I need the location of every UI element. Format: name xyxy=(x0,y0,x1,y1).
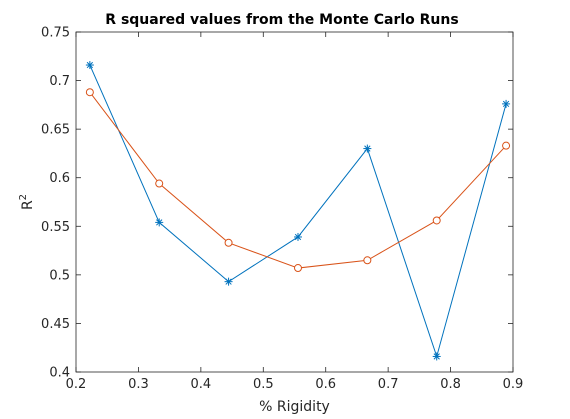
series-2-point xyxy=(293,264,302,273)
series-1-point xyxy=(432,352,441,361)
x-tick-label: 0.4 xyxy=(191,377,212,392)
x-axis-label: % Rigidity xyxy=(259,399,330,415)
y-tick-label: 0.7 xyxy=(49,74,70,89)
y-axis-label: R2 xyxy=(18,194,36,210)
x-tick-label: 0.8 xyxy=(440,377,461,392)
chart-title: R squared values from the Monte Carlo Ru… xyxy=(105,12,458,28)
y-tick-label: 0.45 xyxy=(41,317,70,332)
x-tick-label: 0.9 xyxy=(503,377,524,392)
series-2-point xyxy=(363,256,372,265)
series-2-line xyxy=(89,91,507,269)
x-tick-label: 0.2 xyxy=(66,377,87,392)
series-1-point xyxy=(502,99,511,108)
series-1-point xyxy=(224,277,233,286)
y-tick-label: 0.75 xyxy=(41,26,70,41)
series-2-point xyxy=(155,179,164,188)
series-1-point xyxy=(293,232,302,241)
x-tick-label: 0.3 xyxy=(128,377,149,392)
x-tick-label: 0.5 xyxy=(253,377,274,392)
y-tick-label: 0.65 xyxy=(41,123,70,138)
y-tick-label: 0.6 xyxy=(49,171,70,186)
series-1-point xyxy=(85,61,94,70)
series-1-point xyxy=(363,144,372,153)
y-axis-label-superscript: 2 xyxy=(18,194,29,200)
y-tick-label: 0.55 xyxy=(41,220,70,235)
axes-box xyxy=(75,31,514,373)
series-2-point xyxy=(85,88,94,97)
y-axis-label-base: R xyxy=(20,200,36,210)
series-2-point xyxy=(502,141,511,150)
y-tick-label: 0.4 xyxy=(49,366,70,381)
y-tick-label: 0.5 xyxy=(49,268,70,283)
x-tick-label: 0.7 xyxy=(378,377,399,392)
x-tick-label: 0.6 xyxy=(315,377,336,392)
series-2-point xyxy=(432,216,441,225)
series-2-point xyxy=(224,238,233,247)
series-1-point xyxy=(155,218,164,227)
plot-area: 0.2 0.3 0.4 0.5 0.6 0.7 0.8 0.9 0.4 0.45 0.5 0.55 0.… xyxy=(41,26,523,393)
series-1-line xyxy=(89,64,507,359)
